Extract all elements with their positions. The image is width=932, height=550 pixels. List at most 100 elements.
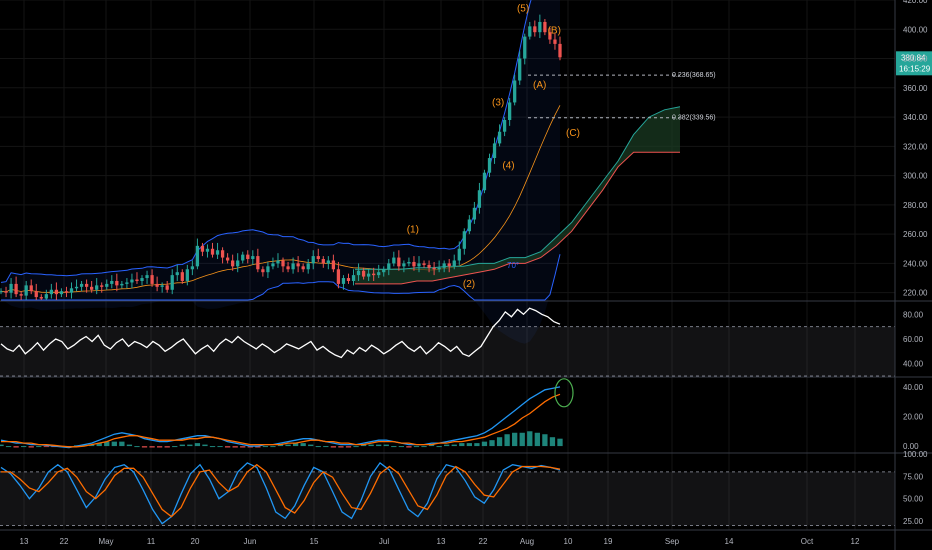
histogram-bar	[134, 446, 140, 448]
candle-body	[341, 278, 346, 284]
histogram-bar	[323, 446, 329, 448]
candle-body	[417, 263, 421, 267]
candle-body	[140, 278, 144, 281]
y-tick-label: 25.00	[903, 517, 924, 526]
fib-level-label: 0.382(339.56)	[672, 115, 716, 122]
histogram-bar	[36, 446, 42, 448]
candle-body	[271, 263, 275, 267]
histogram-bar	[164, 446, 170, 448]
y-tick-label: 320.00	[903, 142, 928, 151]
highlight-circle	[554, 378, 574, 408]
histogram-bar	[187, 444, 193, 447]
x-tick-label: 22	[60, 537, 69, 546]
histogram-bar	[179, 444, 185, 447]
candle-body	[492, 143, 497, 159]
histogram-bar	[89, 444, 95, 447]
candle-body	[115, 280, 119, 286]
candle-body	[90, 286, 94, 290]
x-tick-label: 15	[310, 537, 319, 546]
histogram-bar	[262, 446, 269, 448]
candle-body	[427, 264, 431, 268]
y-tick-label: 340.00	[903, 113, 928, 122]
rsi-pane[interactable]	[0, 307, 895, 377]
price-tag-value: 380.84	[901, 53, 926, 62]
y-tick-label: 420.00	[903, 0, 928, 5]
histogram-bar	[481, 441, 488, 447]
y-tick-label: 75.00	[903, 472, 924, 481]
histogram-bar	[360, 444, 367, 447]
histogram-bar	[0, 444, 4, 447]
stoch-rsi-pane[interactable]	[0, 461, 895, 527]
histogram-bar	[96, 443, 102, 447]
histogram-bar	[398, 446, 405, 448]
candle-body	[175, 272, 179, 276]
histogram-bar	[353, 446, 359, 448]
candle-body	[185, 269, 189, 281]
x-tick-label: Sep	[665, 537, 680, 546]
histogram-bar	[376, 444, 382, 447]
candle-body	[452, 260, 456, 267]
candle-body	[105, 283, 109, 287]
histogram-bar	[13, 446, 19, 448]
candle-body	[548, 32, 552, 40]
candle-body	[351, 275, 356, 281]
candle-body	[472, 207, 477, 220]
histogram-bar	[489, 440, 495, 447]
candle-body	[220, 250, 225, 258]
candle-body	[336, 269, 341, 284]
candle-body	[0, 291, 3, 293]
price-tag	[896, 51, 932, 76]
candle-body	[523, 36, 527, 59]
candle-body	[326, 260, 330, 264]
candle-body	[356, 270, 361, 276]
candle-body	[59, 291, 64, 295]
y-tick-label: 240.00	[903, 259, 928, 268]
elliott-wave-label: (2)	[463, 279, 475, 290]
histogram-bar	[149, 446, 155, 448]
x-tick-label: Oct	[801, 537, 814, 546]
candle-body	[195, 245, 200, 267]
candle-body	[256, 256, 260, 270]
y-tick-label: 100.00	[903, 450, 928, 459]
histogram-bar	[496, 437, 503, 447]
candle-body	[518, 58, 522, 81]
histogram-bar	[202, 444, 208, 447]
histogram-bar	[43, 446, 49, 448]
candle-body	[69, 288, 74, 293]
y-tick-label: 60.00	[903, 335, 924, 344]
histogram-bar	[474, 443, 480, 447]
price-pane[interactable]: 0.236(368.65) 0.382(339.56) (5) (B) (A) (3) (C…	[0, 0, 932, 344]
histogram-bar	[444, 444, 450, 447]
histogram-bar	[459, 443, 465, 447]
histogram-bar	[557, 438, 563, 447]
price-tag-countdown: 16:15:29	[899, 64, 931, 73]
candle-body	[64, 291, 69, 293]
histogram-bar	[141, 446, 148, 448]
histogram-bar	[368, 444, 374, 447]
stoch-k-line	[0, 461, 561, 525]
y-tick-label: 40.00	[903, 360, 924, 369]
histogram-bar	[285, 444, 291, 447]
y-tick-label: 0.00	[903, 442, 919, 451]
histogram-bar	[247, 446, 253, 448]
candle-body	[120, 283, 124, 286]
candle-body	[100, 285, 104, 287]
histogram-bar	[156, 446, 163, 448]
histogram-bar	[240, 446, 246, 448]
histogram-bar	[172, 446, 178, 448]
candle-body	[4, 291, 8, 293]
candle-body	[165, 285, 169, 290]
candle-body	[392, 257, 396, 264]
candle-body	[437, 267, 441, 270]
candle-body	[276, 260, 280, 264]
macd-pane[interactable]	[0, 378, 574, 449]
histogram-bar	[81, 444, 87, 447]
bollinger-band-fill	[1, 0, 560, 344]
histogram-bar	[406, 446, 412, 448]
bollinger-basis-line	[0, 105, 561, 293]
histogram-bar	[5, 446, 12, 448]
candle-body	[210, 248, 215, 255]
elliott-wave-label: (4)	[502, 160, 514, 171]
histogram-bar	[224, 446, 231, 448]
